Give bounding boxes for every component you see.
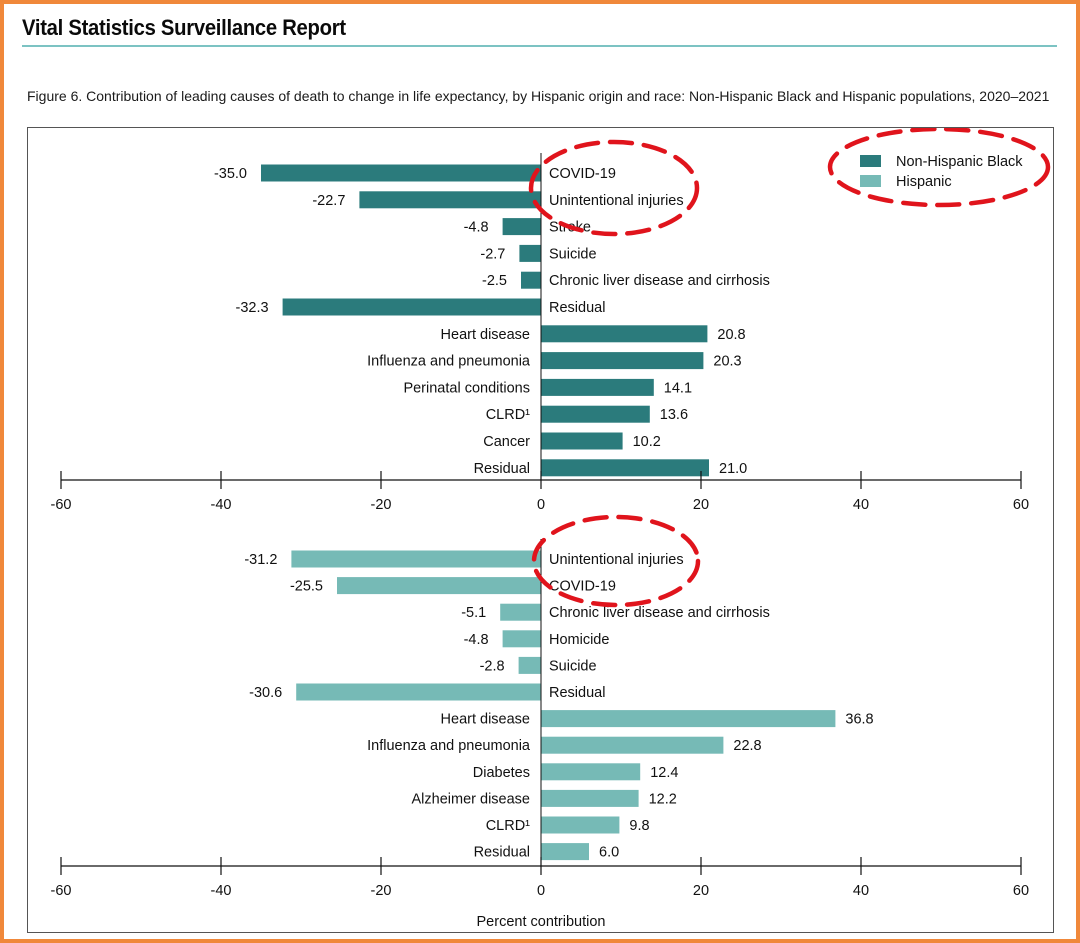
value-label: 10.2 (633, 434, 661, 450)
category-label: COVID-19 (549, 166, 616, 182)
bar-hispanic-7 (541, 736, 724, 754)
value-label: 12.4 (650, 765, 678, 781)
bar-black-11 (541, 459, 709, 477)
value-label: -2.5 (482, 273, 507, 289)
x-tick-label: -40 (211, 497, 232, 513)
bar-hispanic-1 (337, 577, 541, 595)
value-label: -5.1 (461, 605, 486, 621)
legend-swatch-1 (860, 175, 881, 187)
category-label: Suicide (549, 658, 597, 674)
category-label: Heart disease (441, 712, 530, 728)
value-label: 20.3 (713, 354, 741, 370)
category-label: Perinatal conditions (403, 380, 530, 396)
bar-hispanic-9 (541, 789, 639, 807)
value-label: -30.6 (249, 685, 282, 701)
bar-hispanic-4 (518, 656, 541, 674)
value-label: 13.6 (660, 407, 688, 423)
bar-black-10 (541, 432, 623, 450)
value-label: 36.8 (845, 712, 873, 728)
x-tick-label: 40 (853, 883, 869, 899)
bar-black-1 (359, 191, 541, 209)
value-label: -4.8 (464, 220, 489, 236)
category-label: Residual (474, 461, 530, 477)
value-label: 9.8 (629, 818, 649, 834)
bar-black-5 (282, 298, 541, 316)
value-label: -4.8 (464, 632, 489, 648)
category-label: Suicide (549, 246, 597, 262)
top-causes-highlight-circle-1 (528, 139, 700, 237)
category-label: Influenza and pneumonia (367, 738, 531, 754)
bar-hispanic-5 (296, 683, 541, 701)
figure-caption: Figure 6. Contribution of leading causes… (27, 88, 1050, 104)
title-rule (22, 45, 1057, 47)
x-tick-label: -40 (211, 883, 232, 899)
category-label: Unintentional injuries (549, 552, 684, 568)
x-tick-label: -60 (51, 497, 72, 513)
category-label: Chronic liver disease and cirrhosis (549, 273, 770, 289)
category-label: Unintentional injuries (549, 193, 684, 209)
bar-hispanic-10 (541, 816, 620, 834)
report-title: Vital Statistics Surveillance Report (22, 15, 346, 40)
category-label: Alzheimer disease (412, 791, 530, 807)
top-causes-highlight-circle-2 (531, 514, 701, 608)
category-label: Cancer (483, 434, 530, 450)
value-label: -31.2 (244, 552, 277, 568)
x-tick-label: 0 (537, 497, 545, 513)
bar-hispanic-11 (541, 843, 589, 861)
bar-black-6 (541, 325, 708, 343)
chart-box: COVID-19 -35.0 Unintentional injuries -22.7… (27, 127, 1054, 933)
bar-black-9 (541, 405, 650, 423)
value-label: -35.0 (214, 166, 247, 182)
bar-black-8 (541, 378, 654, 396)
category-label: CLRD¹ (486, 407, 530, 423)
x-tick-label: -20 (371, 883, 392, 899)
value-label: 20.8 (717, 327, 745, 343)
category-label: Influenza and pneumonia (367, 354, 531, 370)
bar-black-7 (541, 352, 704, 370)
category-label: Residual (549, 300, 605, 316)
legend-swatch-0 (860, 155, 881, 167)
value-label: -22.7 (312, 193, 345, 209)
value-label: 22.8 (733, 738, 761, 754)
x-tick-label: 60 (1013, 883, 1029, 899)
bar-black-3 (519, 244, 541, 262)
legend-highlight-circle (827, 128, 1051, 208)
x-axis-title: Percent contribution (477, 914, 606, 930)
category-label: CLRD¹ (486, 818, 530, 834)
x-tick-label: 40 (853, 497, 869, 513)
category-label: Residual (549, 685, 605, 701)
value-label: -25.5 (290, 579, 323, 595)
x-tick-label: -20 (371, 497, 392, 513)
category-label: Diabetes (473, 765, 530, 781)
value-label: -2.7 (480, 246, 505, 262)
value-label: 21.0 (719, 461, 747, 477)
bar-hispanic-6 (541, 710, 836, 728)
bar-hispanic-2 (500, 603, 541, 621)
legend-label-0: Non-Hispanic Black (896, 154, 1023, 170)
x-tick-label: 20 (693, 883, 709, 899)
bar-hispanic-3 (502, 630, 541, 648)
chart-svg: COVID-19 -35.0 Unintentional injuries -22.7… (51, 128, 1051, 930)
bar-hispanic-0 (291, 550, 541, 568)
category-label: Homicide (549, 632, 609, 648)
category-label: Residual (474, 845, 530, 861)
category-label: Heart disease (441, 327, 530, 343)
value-label: 12.2 (649, 791, 677, 807)
bar-hispanic-8 (541, 763, 641, 781)
legend-label-1: Hispanic (896, 174, 952, 190)
x-tick-label: 20 (693, 497, 709, 513)
x-tick-label: 60 (1013, 497, 1029, 513)
bar-black-4 (521, 271, 541, 289)
value-label: 14.1 (664, 380, 692, 396)
bar-black-2 (502, 218, 541, 236)
x-tick-label: -60 (51, 883, 72, 899)
value-label: -2.8 (480, 658, 505, 674)
category-label: Chronic liver disease and cirrhosis (549, 605, 770, 621)
value-label: -32.3 (236, 300, 269, 316)
bar-black-0 (261, 164, 541, 182)
x-tick-label: 0 (537, 883, 545, 899)
value-label: 6.0 (599, 845, 619, 861)
category-label: COVID-19 (549, 579, 616, 595)
